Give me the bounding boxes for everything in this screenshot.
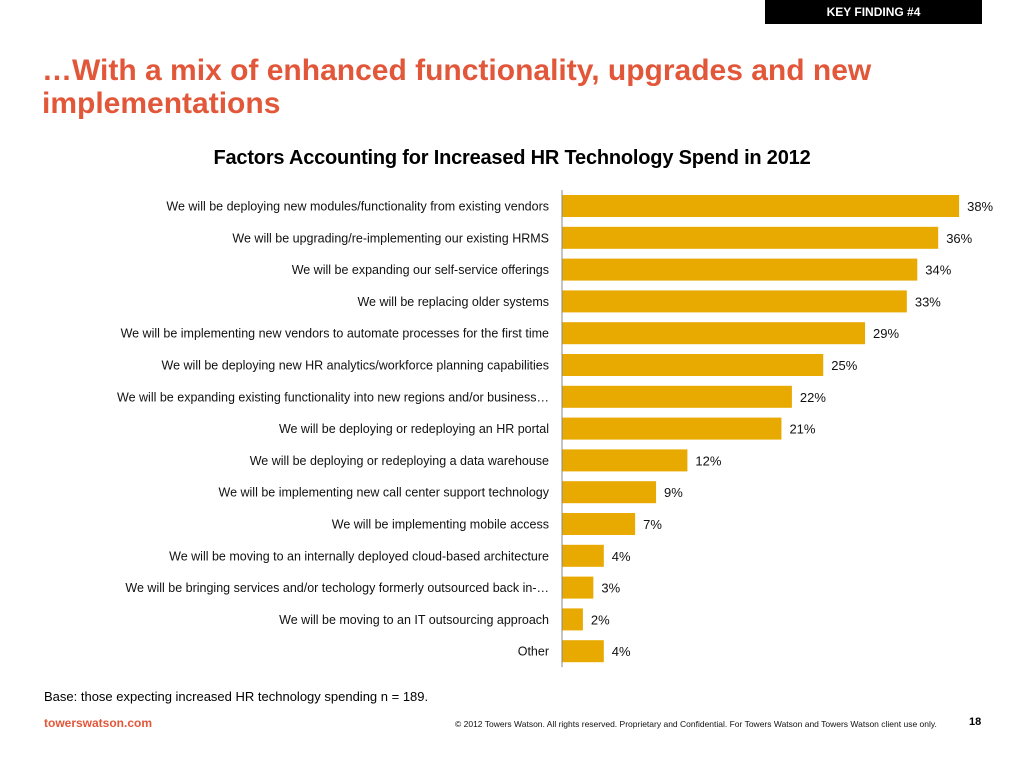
category-label: Other bbox=[518, 645, 549, 659]
bar bbox=[562, 449, 688, 472]
category-label: We will be upgrading/re-implementing our… bbox=[232, 231, 549, 245]
base-note: Base: those expecting increased HR techn… bbox=[44, 689, 429, 704]
page-number: 18 bbox=[969, 716, 982, 728]
bar bbox=[562, 513, 636, 535]
bar bbox=[562, 258, 918, 281]
data-label: 22% bbox=[800, 390, 826, 405]
data-label: 7% bbox=[643, 517, 662, 532]
bar bbox=[562, 226, 939, 249]
bar bbox=[562, 417, 782, 440]
category-label: We will be bringing services and/or tech… bbox=[125, 581, 549, 595]
bar bbox=[562, 354, 824, 376]
data-label: 21% bbox=[789, 422, 815, 437]
copyright-notice: © 2012 Towers Watson. All rights reserve… bbox=[455, 719, 937, 729]
bar bbox=[562, 544, 604, 567]
data-label: 25% bbox=[831, 358, 857, 373]
category-label: We will be deploying new modules/functio… bbox=[166, 200, 549, 214]
data-label: 4% bbox=[612, 549, 631, 564]
category-label: We will be expanding our self-service of… bbox=[292, 263, 549, 277]
data-label: 3% bbox=[601, 581, 620, 596]
data-label: 2% bbox=[591, 612, 610, 627]
chart-title: Factors Accounting for Increased HR Tech… bbox=[213, 147, 811, 169]
data-label: 36% bbox=[946, 231, 972, 246]
category-label: We will be implementing new vendors to a… bbox=[121, 327, 549, 341]
data-label: 34% bbox=[925, 263, 951, 278]
data-label: 38% bbox=[967, 199, 993, 214]
data-label: 29% bbox=[873, 326, 899, 341]
page-title: …With a mix of enhanced functionality, u… bbox=[42, 54, 872, 120]
category-label: We will be deploying new HR analytics/wo… bbox=[162, 359, 549, 373]
category-label: We will be deploying or redeploying an H… bbox=[279, 422, 549, 436]
category-label: We will be moving to an IT outsourcing a… bbox=[279, 613, 549, 627]
bar bbox=[562, 640, 604, 663]
bar bbox=[562, 385, 792, 408]
category-label: We will be implementing new call center … bbox=[219, 486, 550, 500]
category-label: We will be implementing mobile access bbox=[332, 518, 549, 532]
bar bbox=[562, 322, 866, 345]
brand-link[interactable]: towerswatson.com bbox=[44, 716, 153, 730]
key-finding-badge: KEY FINDING #4 bbox=[765, 0, 982, 24]
category-label: We will be replacing older systems bbox=[357, 295, 549, 309]
bar bbox=[562, 290, 907, 313]
data-label: 4% bbox=[612, 644, 631, 659]
category-label: We will be moving to an internally deplo… bbox=[169, 549, 549, 563]
bar bbox=[562, 576, 594, 599]
category-labels-group: We will be deploying new modules/functio… bbox=[117, 200, 550, 659]
category-label: We will be expanding existing functional… bbox=[117, 390, 549, 404]
value-labels-group: 38% 36% 34% 33% 29% 25% 22% 21% 12% 9% 7% 4% 3% 2% 4% bbox=[591, 199, 994, 659]
bar bbox=[562, 608, 583, 631]
data-label: 12% bbox=[695, 453, 721, 468]
bars-group bbox=[562, 195, 960, 663]
data-label: 33% bbox=[915, 294, 941, 309]
category-label: We will be deploying or redeploying a da… bbox=[250, 454, 549, 468]
data-label: 9% bbox=[664, 485, 683, 500]
bar bbox=[562, 481, 657, 504]
bar bbox=[562, 195, 960, 217]
